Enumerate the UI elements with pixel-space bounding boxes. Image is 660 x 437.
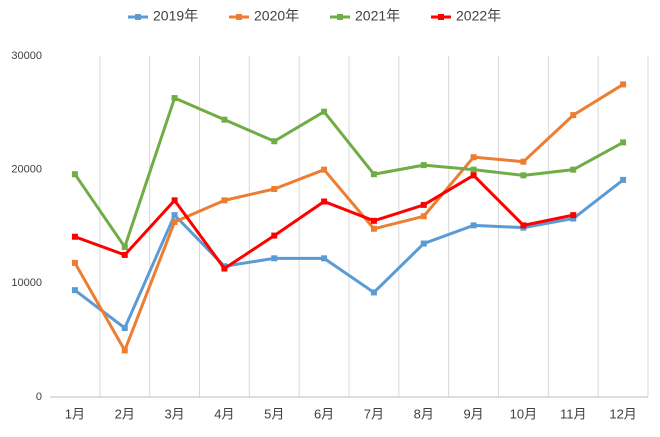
x-tick-label: 8月 bbox=[414, 406, 434, 421]
point-marker bbox=[370, 225, 377, 232]
point-marker bbox=[420, 240, 427, 247]
x-tick-label: 5月 bbox=[264, 406, 284, 421]
point-marker bbox=[420, 213, 427, 220]
x-tick-label: 11月 bbox=[560, 406, 587, 421]
point-marker bbox=[271, 255, 278, 262]
legend-label: 2021年 bbox=[355, 8, 400, 24]
point-marker bbox=[370, 171, 377, 178]
x-tick-label: 12月 bbox=[609, 406, 636, 421]
point-marker bbox=[171, 95, 178, 102]
point-marker bbox=[520, 172, 527, 179]
point-marker bbox=[470, 166, 477, 173]
point-marker bbox=[121, 347, 128, 354]
point-marker bbox=[420, 162, 427, 169]
point-marker bbox=[470, 172, 477, 179]
x-tick-label: 10月 bbox=[510, 406, 537, 421]
point-marker bbox=[71, 233, 78, 240]
legend-marker bbox=[236, 14, 242, 20]
legend-label: 2022年 bbox=[456, 8, 501, 24]
series-line bbox=[74, 178, 625, 330]
point-marker bbox=[321, 198, 328, 205]
point-marker bbox=[570, 212, 577, 219]
point-marker bbox=[370, 289, 377, 296]
point-marker bbox=[221, 265, 228, 272]
point-marker bbox=[620, 176, 627, 183]
point-marker bbox=[420, 201, 427, 208]
point-marker bbox=[370, 217, 377, 224]
x-tick-label: 6月 bbox=[314, 406, 334, 421]
point-marker bbox=[470, 222, 477, 229]
legend-marker bbox=[135, 14, 141, 20]
series-line bbox=[73, 96, 624, 249]
legend-marker bbox=[337, 14, 343, 20]
legend-label: 2019年 bbox=[153, 8, 198, 24]
point-marker bbox=[570, 112, 577, 119]
point-marker bbox=[121, 251, 128, 258]
point-marker bbox=[470, 154, 477, 161]
series-line bbox=[73, 83, 624, 352]
x-tick-label: 4月 bbox=[214, 406, 234, 421]
point-marker bbox=[570, 166, 577, 173]
point-marker bbox=[171, 197, 178, 204]
point-marker bbox=[71, 259, 78, 266]
x-tick-label: 7月 bbox=[364, 406, 384, 421]
point-marker bbox=[321, 108, 328, 115]
point-marker bbox=[171, 212, 178, 219]
point-marker bbox=[221, 197, 228, 204]
x-tick-label: 3月 bbox=[164, 406, 184, 421]
point-marker bbox=[271, 185, 278, 192]
y-tick-label: 20000 bbox=[11, 164, 42, 176]
y-tick-label: 0 bbox=[36, 391, 42, 403]
point-marker bbox=[520, 158, 527, 165]
point-marker bbox=[171, 218, 178, 225]
legend-marker bbox=[438, 14, 444, 20]
y-tick-label: 30000 bbox=[11, 50, 42, 62]
y-tick-label: 10000 bbox=[11, 277, 42, 289]
point-marker bbox=[321, 166, 328, 173]
point-marker bbox=[620, 139, 627, 146]
point-marker bbox=[271, 232, 278, 239]
point-marker bbox=[570, 215, 577, 222]
point-marker bbox=[121, 325, 128, 332]
x-tick-label: 1月 bbox=[65, 406, 85, 421]
x-tick-label: 2月 bbox=[115, 406, 135, 421]
point-marker bbox=[71, 171, 78, 178]
point-marker bbox=[620, 81, 627, 88]
point-marker bbox=[321, 255, 328, 262]
point-marker bbox=[271, 138, 278, 145]
point-marker bbox=[71, 287, 78, 294]
point-marker bbox=[520, 222, 527, 229]
x-tick-label: 9月 bbox=[463, 406, 483, 421]
point-marker bbox=[121, 243, 128, 250]
legend-label: 2020年 bbox=[254, 8, 299, 24]
point-marker bbox=[221, 116, 228, 123]
